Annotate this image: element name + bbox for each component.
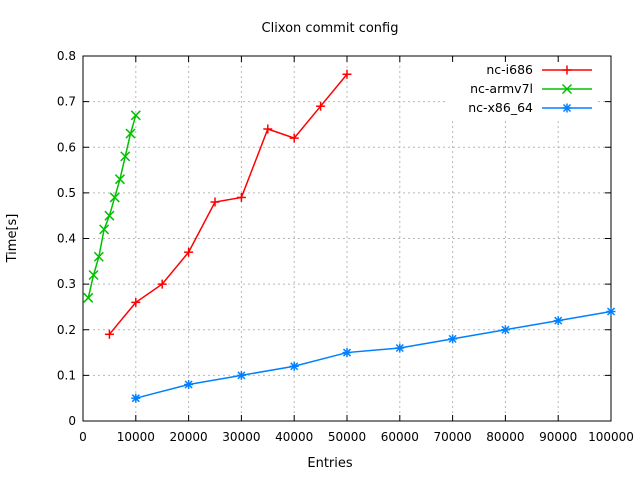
series-nc-i686	[104, 69, 352, 339]
y-axis-label: Time[s]	[5, 214, 20, 264]
x-tick-label: 40000	[275, 430, 313, 444]
legend-sample	[542, 65, 592, 75]
y-tick-label: 0.8	[57, 49, 76, 63]
series-line	[87, 115, 137, 298]
chart-title: Clixon commit config	[262, 21, 399, 36]
x-tick-label: 80000	[486, 430, 524, 444]
x-tick-label: 70000	[434, 430, 472, 444]
legend: nc-i686 nc-armv7l nc-x86_64	[468, 62, 592, 115]
y-tick-label: 0.6	[57, 140, 76, 154]
x-axis-label: Entries	[307, 456, 353, 471]
y-tick-label: 0.4	[57, 232, 76, 246]
series-nc-x86_64	[131, 307, 616, 403]
x-tick-labels: 0 10000 20000 30000 40000 50000 60000 70000 8000…	[79, 430, 634, 444]
x-tick-label: 0	[79, 430, 87, 444]
x-tick-label: 50000	[328, 430, 366, 444]
x-tick-label: 30000	[222, 430, 260, 444]
x-tick-label: 90000	[539, 430, 577, 444]
y-tick-label: 0	[68, 414, 76, 428]
legend-label: nc-i686	[486, 62, 533, 77]
y-tick-label: 0.2	[57, 323, 76, 337]
y-tick-label: 0.3	[57, 277, 76, 291]
y-tick-labels: 0 0.1 0.2 0.3 0.4 0.5 0.6 0.7 0.8	[57, 49, 76, 428]
series-line	[135, 310, 612, 399]
series-nc-armv7l	[83, 110, 141, 303]
legend-label: nc-x86_64	[468, 100, 533, 115]
y-tick-label: 0.1	[57, 368, 76, 382]
legend-sample	[542, 83, 592, 95]
axis-ticks	[82, 55, 612, 422]
series-line	[108, 73, 348, 335]
x-tick-label: 10000	[117, 430, 155, 444]
y-tick-label: 0.5	[57, 186, 76, 200]
legend-label: nc-armv7l	[470, 81, 533, 96]
legend-sample	[542, 103, 592, 113]
x-tick-label: 100000	[588, 430, 634, 444]
y-tick-label: 0.7	[57, 95, 76, 109]
x-tick-label: 60000	[381, 430, 419, 444]
x-tick-label: 20000	[170, 430, 208, 444]
